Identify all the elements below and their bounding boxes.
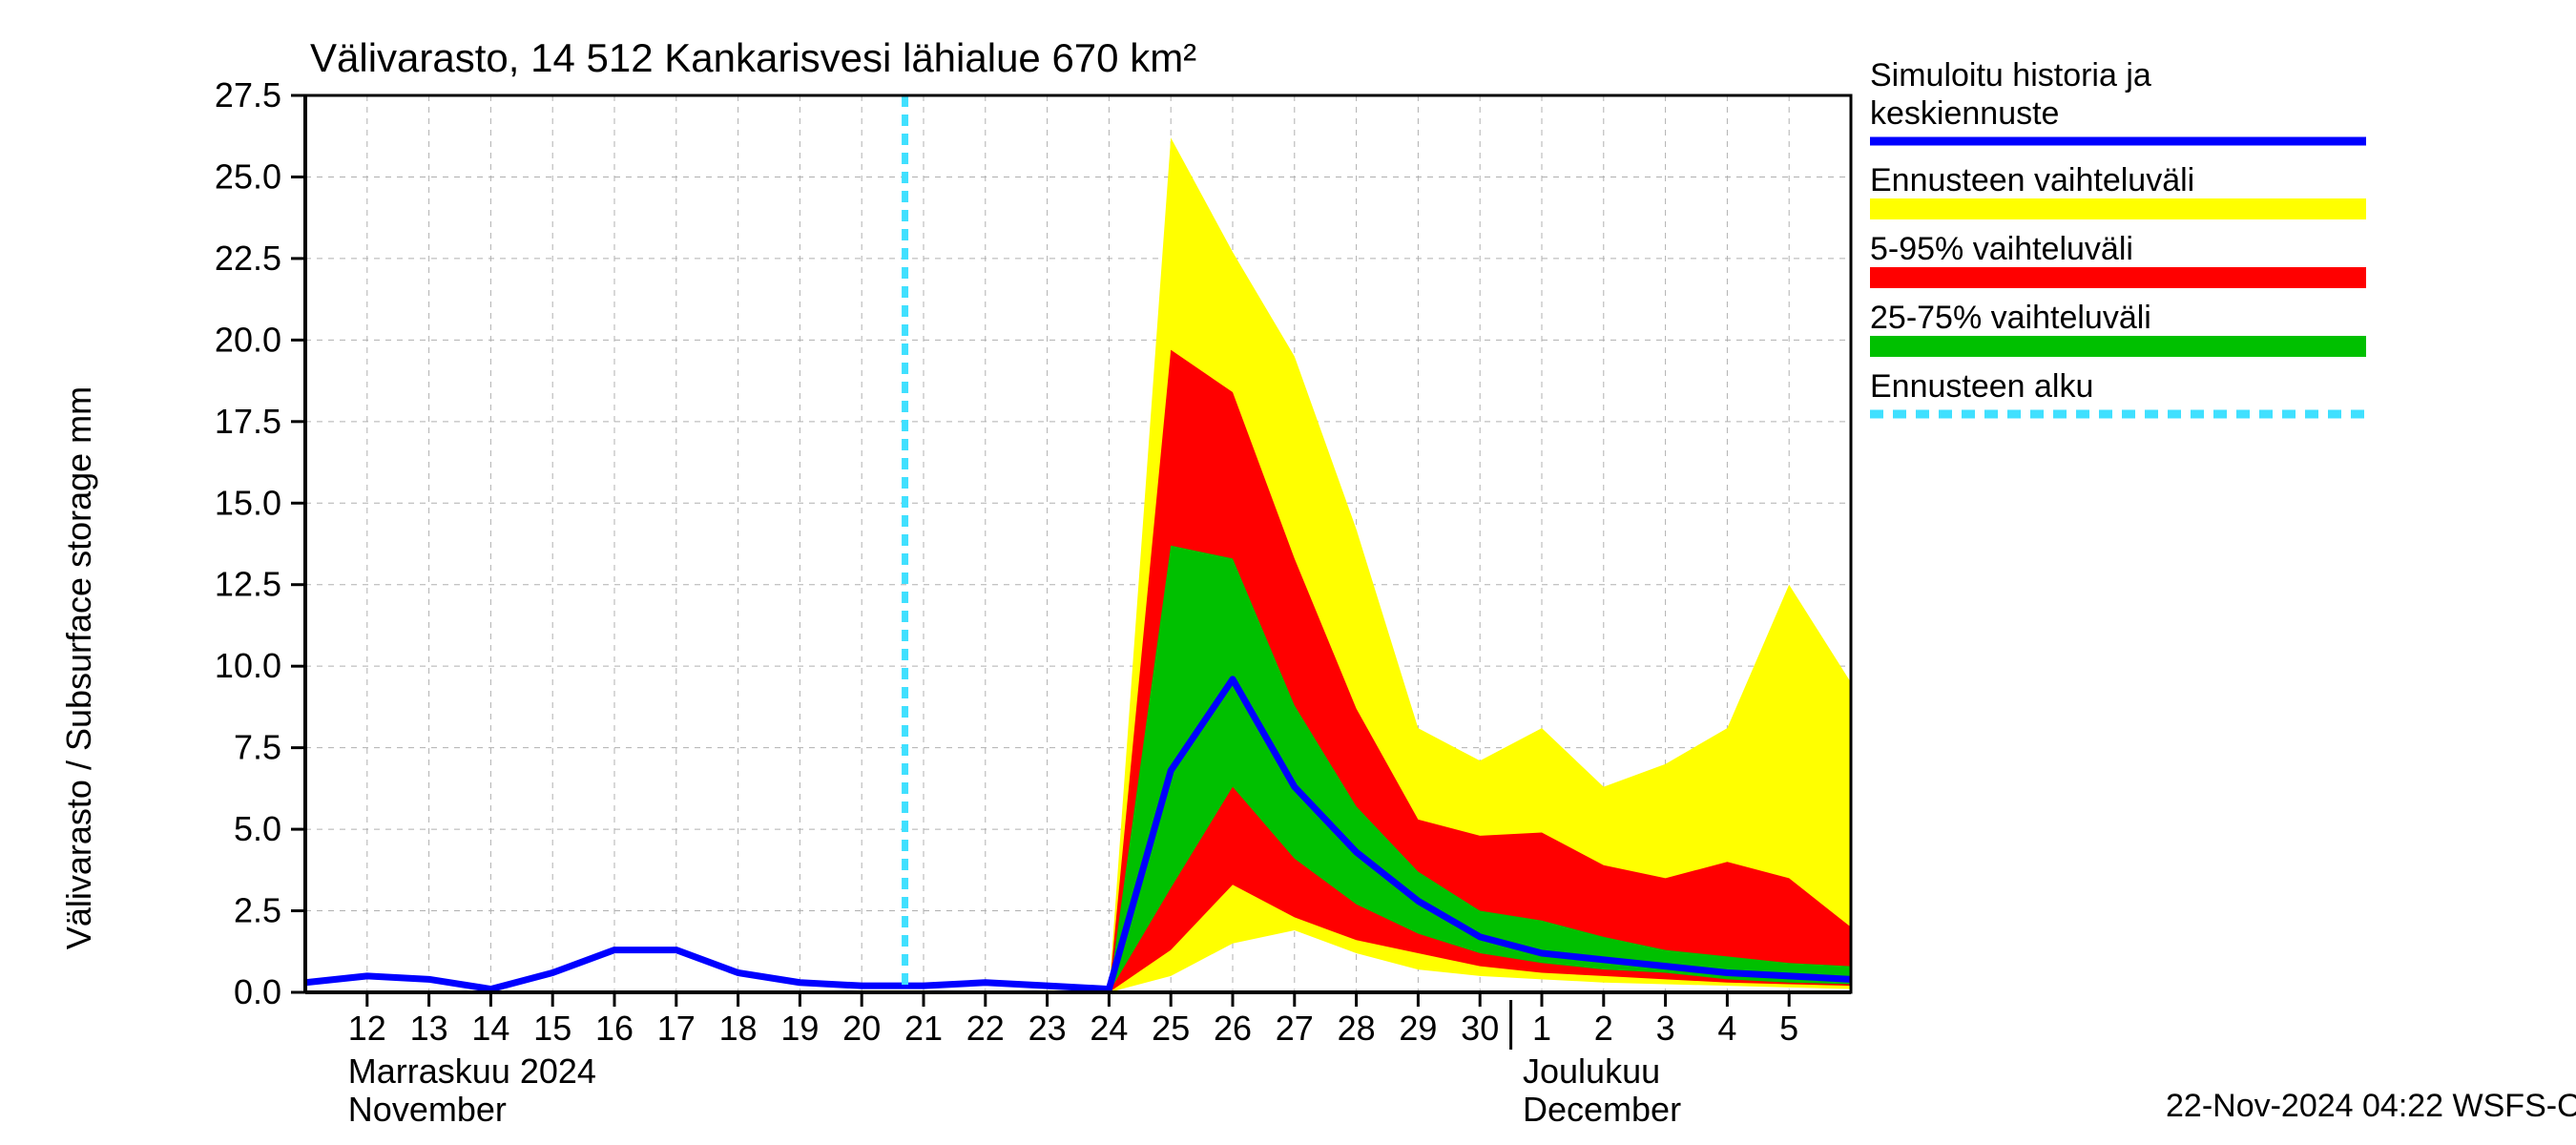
month-label-fi: Joulukuu xyxy=(1523,1051,1660,1091)
x-tick-label: 26 xyxy=(1214,1009,1252,1048)
x-tick-label: 22 xyxy=(966,1009,1005,1048)
y-tick-label: 0.0 xyxy=(234,972,281,1011)
y-tick-label: 17.5 xyxy=(215,402,281,441)
x-tick-label: 23 xyxy=(1028,1009,1067,1048)
x-tick-label: 30 xyxy=(1461,1009,1499,1048)
y-tick-label: 2.5 xyxy=(234,891,281,930)
month-label-fi: Marraskuu 2024 xyxy=(348,1051,596,1091)
legend-swatch-block xyxy=(1870,336,2366,357)
x-tick-label: 12 xyxy=(348,1009,386,1048)
x-tick-label: 27 xyxy=(1276,1009,1314,1048)
y-tick-label: 27.5 xyxy=(215,75,281,114)
legend-label: Ennusteen vaihteluväli xyxy=(1870,162,2194,198)
x-tick-label: 1 xyxy=(1532,1009,1551,1048)
legend-swatch-block xyxy=(1870,267,2366,288)
x-tick-label: 3 xyxy=(1656,1009,1675,1048)
legend-label: 25-75% vaihteluväli xyxy=(1870,300,2151,336)
month-label-en: December xyxy=(1523,1090,1681,1129)
x-tick-label: 14 xyxy=(471,1009,509,1048)
y-tick-label: 12.5 xyxy=(215,565,281,604)
x-tick-label: 29 xyxy=(1399,1009,1437,1048)
legend-label: 5-95% vaihteluväli xyxy=(1870,231,2133,267)
y-tick-label: 7.5 xyxy=(234,728,281,767)
x-tick-label: 18 xyxy=(719,1009,758,1048)
x-tick-label: 17 xyxy=(657,1009,696,1048)
x-tick-label: 25 xyxy=(1152,1009,1190,1048)
legend-label: Ennusteen alku xyxy=(1870,368,2093,405)
y-tick-label: 25.0 xyxy=(215,156,281,196)
legend-label: keskiennuste xyxy=(1870,95,2059,132)
x-tick-label: 19 xyxy=(780,1009,819,1048)
month-label-en: November xyxy=(348,1090,507,1129)
x-tick-label: 4 xyxy=(1717,1009,1736,1048)
y-tick-label: 10.0 xyxy=(215,646,281,685)
y-tick-label: 15.0 xyxy=(215,483,281,522)
x-tick-label: 5 xyxy=(1779,1009,1798,1048)
x-tick-label: 15 xyxy=(533,1009,571,1048)
x-tick-label: 20 xyxy=(842,1009,881,1048)
y-tick-label: 20.0 xyxy=(215,320,281,359)
x-tick-label: 16 xyxy=(595,1009,634,1048)
y-tick-label: 5.0 xyxy=(234,809,281,848)
legend-label: Simuloitu historia ja xyxy=(1870,57,2151,94)
y-tick-label: 22.5 xyxy=(215,239,281,278)
x-tick-label: 2 xyxy=(1594,1009,1613,1048)
x-tick-label: 13 xyxy=(410,1009,448,1048)
forecast-chart: 0.0 2.5 5.0 7.5 10.0 12.5 15.0 17.5 20.0 22.5 25.0… xyxy=(0,0,2576,1145)
legend-swatch-block xyxy=(1870,198,2366,219)
x-tick-label: 24 xyxy=(1090,1009,1128,1048)
x-tick-label: 21 xyxy=(904,1009,943,1048)
x-tick-label: 28 xyxy=(1338,1009,1376,1048)
